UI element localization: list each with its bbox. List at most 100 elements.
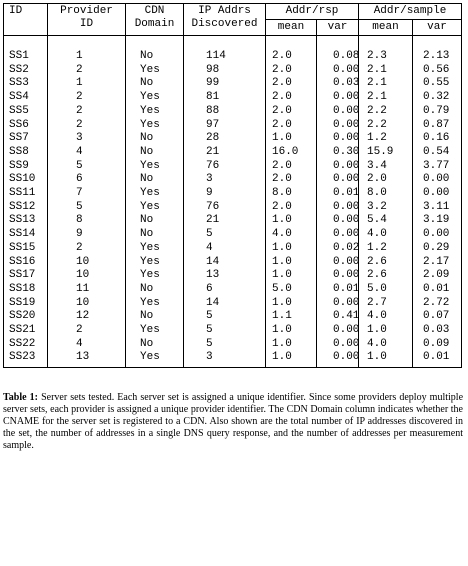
table-cell: 0.01	[412, 282, 462, 297]
header-text: Addr/sample	[373, 5, 447, 17]
table-cell: 8.0	[265, 187, 317, 201]
table-cell: 2.0	[265, 63, 317, 78]
header-text: ID	[9, 5, 23, 17]
table-cell: Yes	[125, 91, 184, 105]
table-cell: SS16	[3, 255, 48, 270]
table-cell: 0.00	[316, 118, 359, 133]
table-cell: 0.00	[316, 255, 359, 270]
table-cell: 11	[47, 282, 126, 297]
table-row: SS19 10 Yes 14 1.0 0.00 2.7 2.72	[3, 296, 462, 311]
caption: Table 1: Server sets tested. Each server…	[3, 392, 463, 452]
table-cell: SS4	[3, 91, 48, 105]
table-cell: 12	[47, 310, 126, 325]
table-cell: 2.1	[358, 63, 413, 78]
table-cell: 13	[183, 269, 266, 283]
table-cell: SS11	[3, 187, 48, 201]
table-cell: Yes	[125, 104, 184, 119]
table-cell: 114	[183, 35, 266, 64]
table-row: SS12 5 Yes 76 2.0 0.00 3.2 3.11	[3, 200, 462, 215]
header-cell: Addr/sample	[358, 3, 462, 20]
table-cell: 2.72	[412, 296, 462, 311]
table-cell: 2.0	[358, 173, 413, 188]
table-cell: SS17	[3, 269, 48, 283]
header-text: var	[427, 21, 447, 33]
table-cell: 88	[183, 104, 266, 119]
table-cell: 4	[47, 145, 126, 160]
table-cell: 9	[183, 187, 266, 201]
table-cell: 14	[183, 255, 266, 270]
table-cell: 1.0	[265, 337, 317, 352]
table-cell: 0.16	[412, 132, 462, 146]
table-cell: 2.1	[358, 91, 413, 105]
table-cell: 2.0	[265, 173, 317, 188]
table-cell: SS1	[3, 35, 48, 64]
table-cell: 4.0	[358, 228, 413, 242]
table-cell: 2.13	[412, 35, 462, 64]
table-row: SS2 2 Yes 98 2.0 0.00 2.1 0.56	[3, 63, 462, 78]
table-cell: 1	[47, 77, 126, 92]
table-cell: No	[125, 145, 184, 160]
table-cell: 2.2	[358, 104, 413, 119]
header-cell: Provider ID	[47, 3, 126, 36]
table-cell: Yes	[125, 324, 184, 338]
table-cell: 2	[47, 63, 126, 78]
table-cell: 0.32	[412, 91, 462, 105]
table-cell: 0.00	[316, 132, 359, 146]
table-cell: SS19	[3, 296, 48, 311]
table-cell: 2.0	[265, 77, 317, 92]
table-row: SS21 2 Yes 5 1.0 0.00 1.0 0.03	[3, 324, 462, 338]
table-cell: Yes	[125, 269, 184, 283]
table-cell: SS14	[3, 228, 48, 242]
table-cell: 3	[183, 351, 266, 369]
table-cell: SS10	[3, 173, 48, 188]
table-cell: No	[125, 35, 184, 64]
caption-text: Server sets tested. Each server set is a…	[3, 392, 464, 451]
table-cell: 5.4	[358, 214, 413, 229]
table-cell: 0.07	[412, 310, 462, 325]
table-cell: 3	[47, 132, 126, 146]
header-text: mean	[372, 21, 399, 33]
table-header: ID Provider ID CDN Domain IP Addrs Disco…	[3, 3, 462, 36]
table-cell: 4	[47, 337, 126, 352]
table-cell: 2.0	[265, 91, 317, 105]
table-cell: 0.41	[316, 310, 359, 325]
table-cell: 5	[183, 337, 266, 352]
table-cell: SS21	[3, 324, 48, 338]
table-cell: SS23	[3, 351, 48, 369]
table-cell: 0.00	[316, 269, 359, 283]
table-cell: 21	[183, 214, 266, 229]
table-cell: 13	[47, 351, 126, 369]
table-cell: 2	[47, 241, 126, 256]
table-row: SS6 2 Yes 97 2.0 0.00 2.2 0.87	[3, 118, 462, 133]
table-row: SS23 13 Yes 3 1.0 0.00 1.0 0.01	[3, 351, 462, 369]
table-cell: 0.87	[412, 118, 462, 133]
table-cell: 5.0	[358, 282, 413, 297]
table-cell: No	[125, 337, 184, 352]
table-cell: 3.2	[358, 200, 413, 215]
table-cell: SS18	[3, 282, 48, 297]
table-cell: 1.0	[265, 269, 317, 283]
table-cell: No	[125, 77, 184, 92]
table-cell: 0.56	[412, 63, 462, 78]
table-cell: 3.4	[358, 159, 413, 174]
table-cell: Yes	[125, 255, 184, 270]
table-cell: 0.08	[316, 35, 359, 64]
header-text: CDN Domain	[134, 5, 175, 30]
table-cell: 2.7	[358, 296, 413, 311]
table-cell: 0.00	[316, 324, 359, 338]
table-cell: 0.00	[316, 159, 359, 174]
table-cell: 10	[47, 269, 126, 283]
header-cell: CDN Domain	[125, 3, 184, 36]
table-cell: 1.0	[358, 351, 413, 369]
table-body: SS1 1 No 114 2.0 0.08 2.3 2.13 SS2 2 Yes 98 2.0 0.00 2…	[3, 35, 462, 369]
table-cell: 5.0	[265, 282, 317, 297]
table-cell: 4.0	[358, 337, 413, 352]
table-row: SS8 4 No 21 16.0 0.30 15.9 0.54	[3, 145, 462, 160]
table-row: SS17 10 Yes 13 1.0 0.00 2.6 2.09	[3, 269, 462, 283]
table-cell: 0.29	[412, 241, 462, 256]
table-cell: 3.11	[412, 200, 462, 215]
table-cell: 97	[183, 118, 266, 133]
header-text: var	[327, 21, 348, 33]
table-cell: 10	[47, 255, 126, 270]
